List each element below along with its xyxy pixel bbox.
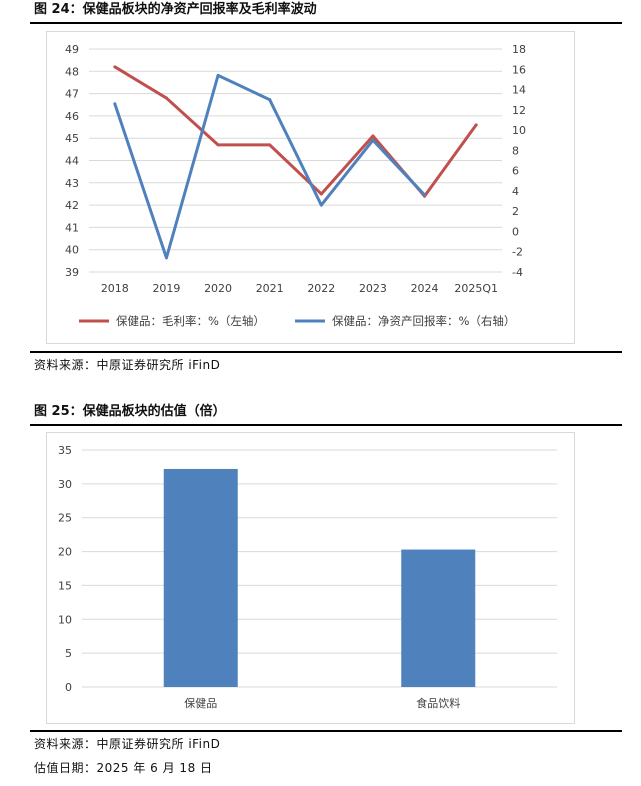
left-axis-tick-label: 43	[65, 177, 79, 190]
left-axis-tick-label: 39	[65, 266, 79, 279]
bar	[163, 468, 238, 687]
figure-25-top-rule	[30, 424, 622, 426]
data-point	[164, 256, 168, 260]
right-axis-tick-label: -4	[512, 266, 523, 279]
line-chart-frame: 39 40 41 42 43 44 45 46 47 48 49 -4 -2 0 2 4 6 8 10 12 14 16 1…	[46, 31, 575, 344]
right-axis-tick-label: 6	[512, 165, 519, 178]
y-axis-tick-label: 5	[65, 647, 72, 660]
x-axis-tick-label: 2020	[204, 282, 232, 295]
data-point	[216, 73, 220, 77]
figure-25-bottom-rule	[30, 730, 622, 732]
right-axis-tick-label: 4	[512, 185, 519, 198]
data-point	[371, 134, 375, 138]
figure-24-title: 图 24：保健品板块的净资产回报率及毛利率波动	[34, 2, 317, 17]
data-point	[268, 143, 272, 147]
left-axis-tick-label: 42	[65, 199, 79, 212]
right-axis-tick-label: 12	[512, 104, 526, 117]
legend-label: 保健品：毛利率：%（左轴）	[116, 314, 265, 328]
figure-25-title: 图 25：保健品板块的估值（倍）	[34, 404, 226, 419]
left-axis-tick-label: 45	[65, 132, 79, 145]
legend-label: 保健品：净资产回报率：%（右轴）	[332, 314, 515, 328]
left-axis-tick-label: 40	[65, 244, 79, 257]
data-point	[371, 138, 375, 142]
data-point	[268, 98, 272, 102]
y-axis-tick-label: 25	[58, 512, 72, 525]
line-chart: 3940414243444546474849-4-202468101214161…	[65, 43, 526, 328]
y-axis-tick-label: 10	[58, 613, 72, 626]
right-axis-tick-label: 16	[512, 63, 526, 76]
y-axis-tick-label: 20	[58, 546, 72, 559]
x-axis-tick-label: 2023	[359, 282, 387, 295]
y-axis-tick-label: 30	[58, 478, 72, 491]
figure-24-source: 资料来源：中原证券研究所 iFinD	[34, 358, 221, 372]
series-line-gross-margin	[114, 65, 478, 198]
figure-24-bottom-rule	[30, 351, 622, 353]
x-axis-tick-label: 2018	[101, 282, 129, 295]
right-axis-tick-label: 18	[512, 43, 526, 56]
bar-chart-frame: 0 5 10 15 20 25 30 35 保健品 食品饮料	[46, 432, 575, 724]
left-axis-tick-label: 48	[65, 65, 79, 78]
data-point	[113, 102, 117, 106]
data-point	[423, 193, 427, 197]
x-axis-tick-label: 2024	[411, 282, 439, 295]
data-point	[216, 143, 220, 147]
y-axis-tick-label: 15	[58, 579, 72, 592]
right-axis-tick-label: -2	[512, 246, 523, 259]
left-axis-tick-label: 47	[65, 88, 79, 101]
right-axis-tick-label: 14	[512, 84, 526, 97]
left-axis-tick-label: 49	[65, 43, 79, 56]
x-axis-tick-label: 2025Q1	[454, 282, 498, 295]
x-axis-category-label: 保健品	[184, 696, 217, 710]
data-point	[113, 65, 117, 69]
bar	[401, 549, 476, 687]
left-axis-tick-label: 46	[65, 110, 79, 123]
y-axis-tick-label: 35	[58, 444, 72, 457]
right-axis-tick-label: 10	[512, 124, 526, 137]
x-axis-tick-label: 2021	[256, 282, 284, 295]
data-point	[319, 203, 323, 207]
y-axis-tick-label: 0	[65, 681, 72, 694]
left-axis-tick-label: 44	[65, 155, 79, 168]
x-axis-category-label: 食品饮料	[416, 696, 460, 710]
series-line-roe	[113, 73, 426, 260]
bar-chart: 0 5 10 15 20 25 30 35 保健品 食品饮料	[58, 444, 557, 710]
x-axis-tick-label: 2022	[307, 282, 335, 295]
right-axis-tick-label: 0	[512, 225, 519, 238]
figure-25-valuation-date: 估值日期：2025 年 6 月 18 日	[34, 761, 213, 775]
figure-25-source: 资料来源：中原证券研究所 iFinD	[34, 737, 221, 751]
x-axis-tick-label: 2019	[152, 282, 180, 295]
data-point	[164, 96, 168, 100]
figure-24-top-rule	[30, 22, 622, 24]
right-axis-tick-label: 2	[512, 205, 519, 218]
right-axis-tick-label: 8	[512, 144, 519, 157]
left-axis-tick-label: 41	[65, 221, 79, 234]
data-point	[319, 192, 323, 196]
data-point	[474, 123, 478, 127]
